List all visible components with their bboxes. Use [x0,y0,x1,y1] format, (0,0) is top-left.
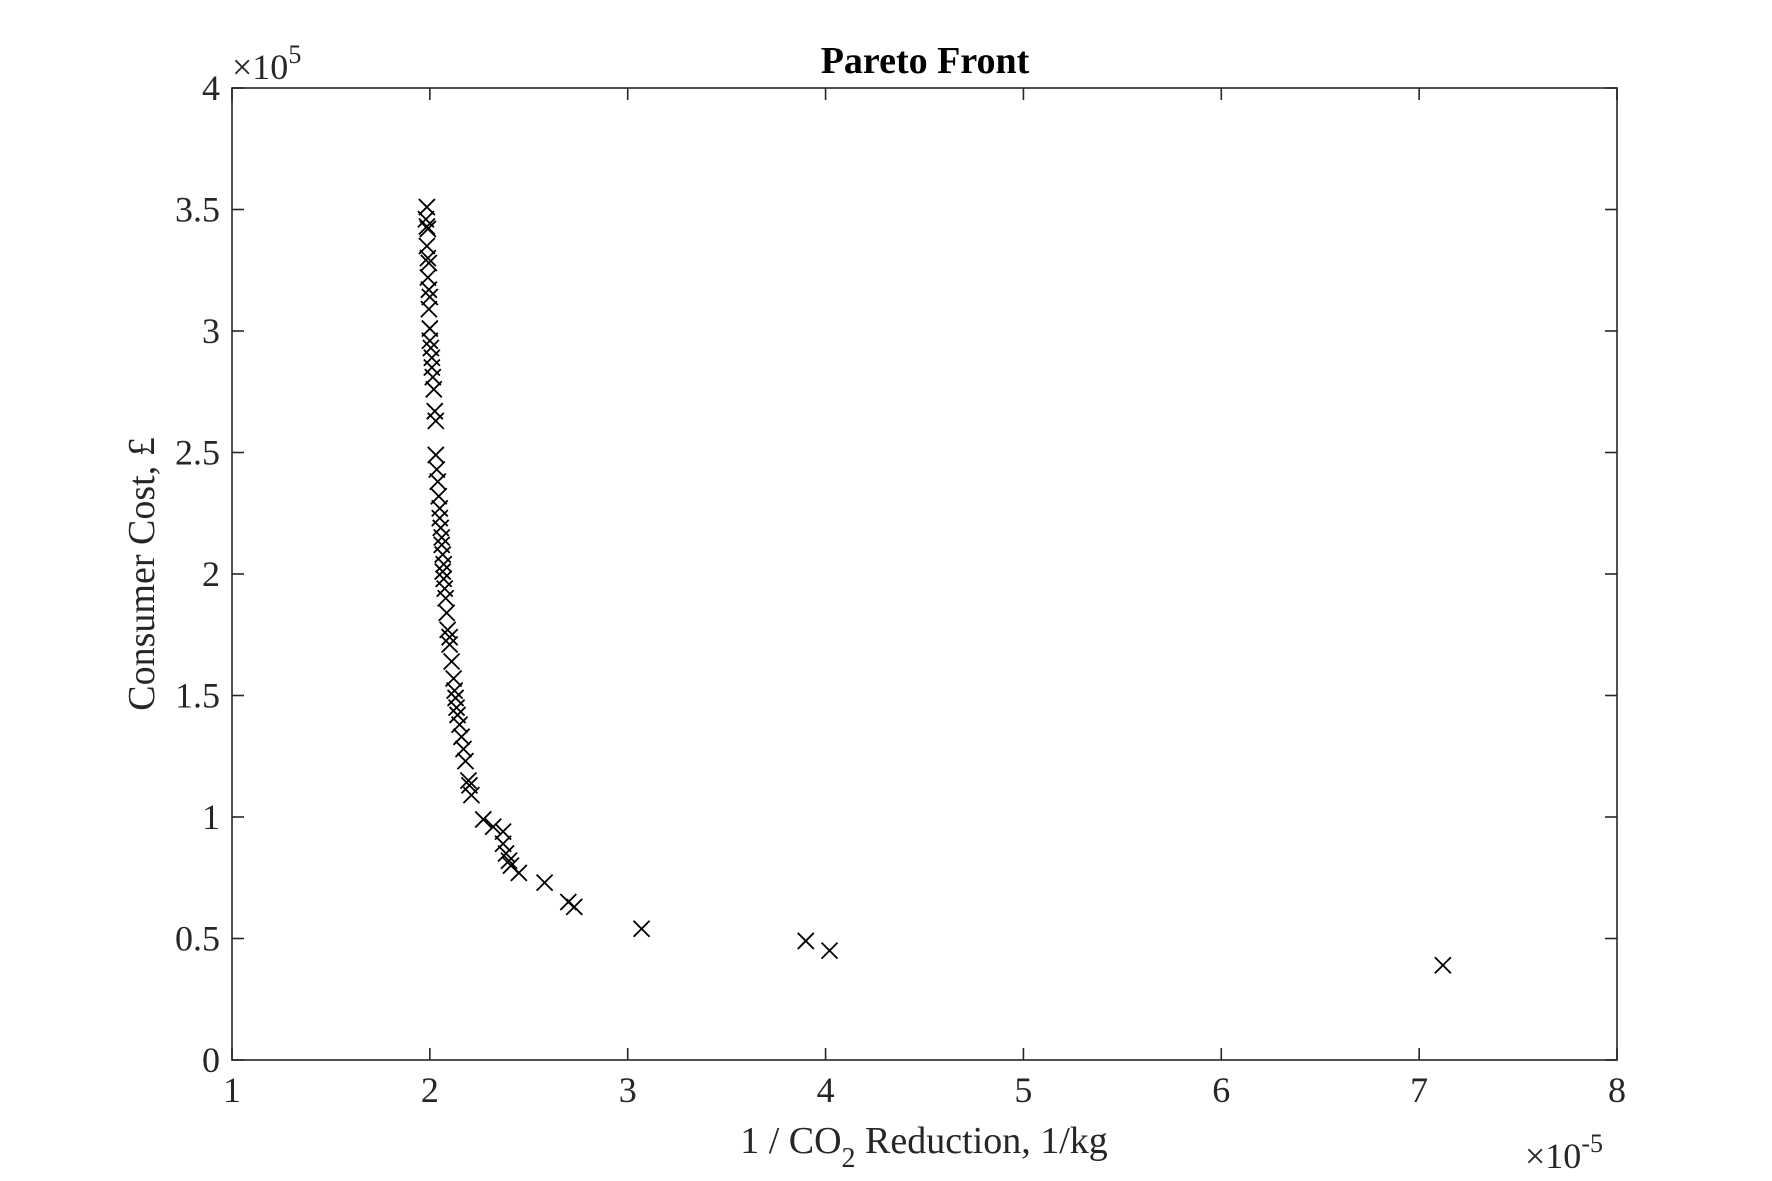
data-point [437,589,455,607]
axis-ticks [231,87,1618,1061]
data-point [494,835,512,853]
y-tick-label: 4 [202,68,220,108]
y-tick-labels: 0 0.5 1 1.5 2 2.5 3 3.5 4 [175,68,220,1080]
data-point [632,920,651,938]
data-point [565,898,583,916]
data-point [484,818,502,836]
data-point [420,254,438,272]
data-point [445,682,464,700]
data-point [421,319,439,338]
data-point [456,752,475,770]
x-tick-label: 2 [421,1070,439,1110]
x-tick-label: 4 [817,1070,835,1110]
data-point [820,942,839,960]
data-point [421,332,439,350]
data-point [419,220,437,238]
x-axis-label: 1 / CO2 Reduction, 1/kg [740,1120,1108,1174]
data-point [427,446,445,464]
data-point [420,300,438,318]
y-exponent-label: ×105 [232,40,301,87]
x-tick-labels: 1 2 3 4 5 6 7 8 [223,1070,1626,1110]
x-exponent-label: ×10-5 [1525,1129,1603,1176]
data-point [447,699,466,717]
x-tick-label: 3 [619,1070,637,1110]
data-point [494,822,512,841]
x-tick-label: 1 [223,1070,241,1110]
y-tick-label: 1.5 [175,676,220,716]
data-point [459,771,478,790]
data-point [419,249,437,267]
data-point [1434,956,1452,974]
x-tick-label: 6 [1212,1070,1230,1110]
y-tick-label: 3.5 [175,190,220,230]
data-point [439,621,457,639]
data-point [427,412,445,430]
y-tick-label: 0 [202,1040,220,1080]
data-point [797,932,815,950]
data-point [474,810,492,829]
data-point [510,864,528,882]
x-tick-label: 8 [1608,1070,1626,1110]
y-tick-label: 2 [202,554,220,594]
data-point [442,652,461,671]
data-point [418,217,436,236]
data-points [417,198,1452,974]
y-tick-label: 0.5 [175,919,220,959]
data-point [435,555,453,573]
data-point [441,635,459,654]
y-axis-label: Consumer Cost, £ [121,437,163,710]
data-point [462,786,481,804]
data-point [438,604,456,622]
data-point [429,473,447,491]
y-tick-label: 2.5 [175,433,220,473]
x-tick-label: 5 [1014,1070,1032,1110]
data-point [433,528,451,547]
data-point [425,380,443,398]
y-tick-label: 1 [202,797,220,837]
y-tick-label: 3 [202,311,220,351]
data-point [535,873,554,892]
data-point [441,628,459,646]
data-point [420,281,438,299]
data-point [434,562,452,581]
x-tick-label: 7 [1410,1070,1428,1110]
data-point [500,852,518,870]
chart-title: Pareto Front [821,40,1030,82]
